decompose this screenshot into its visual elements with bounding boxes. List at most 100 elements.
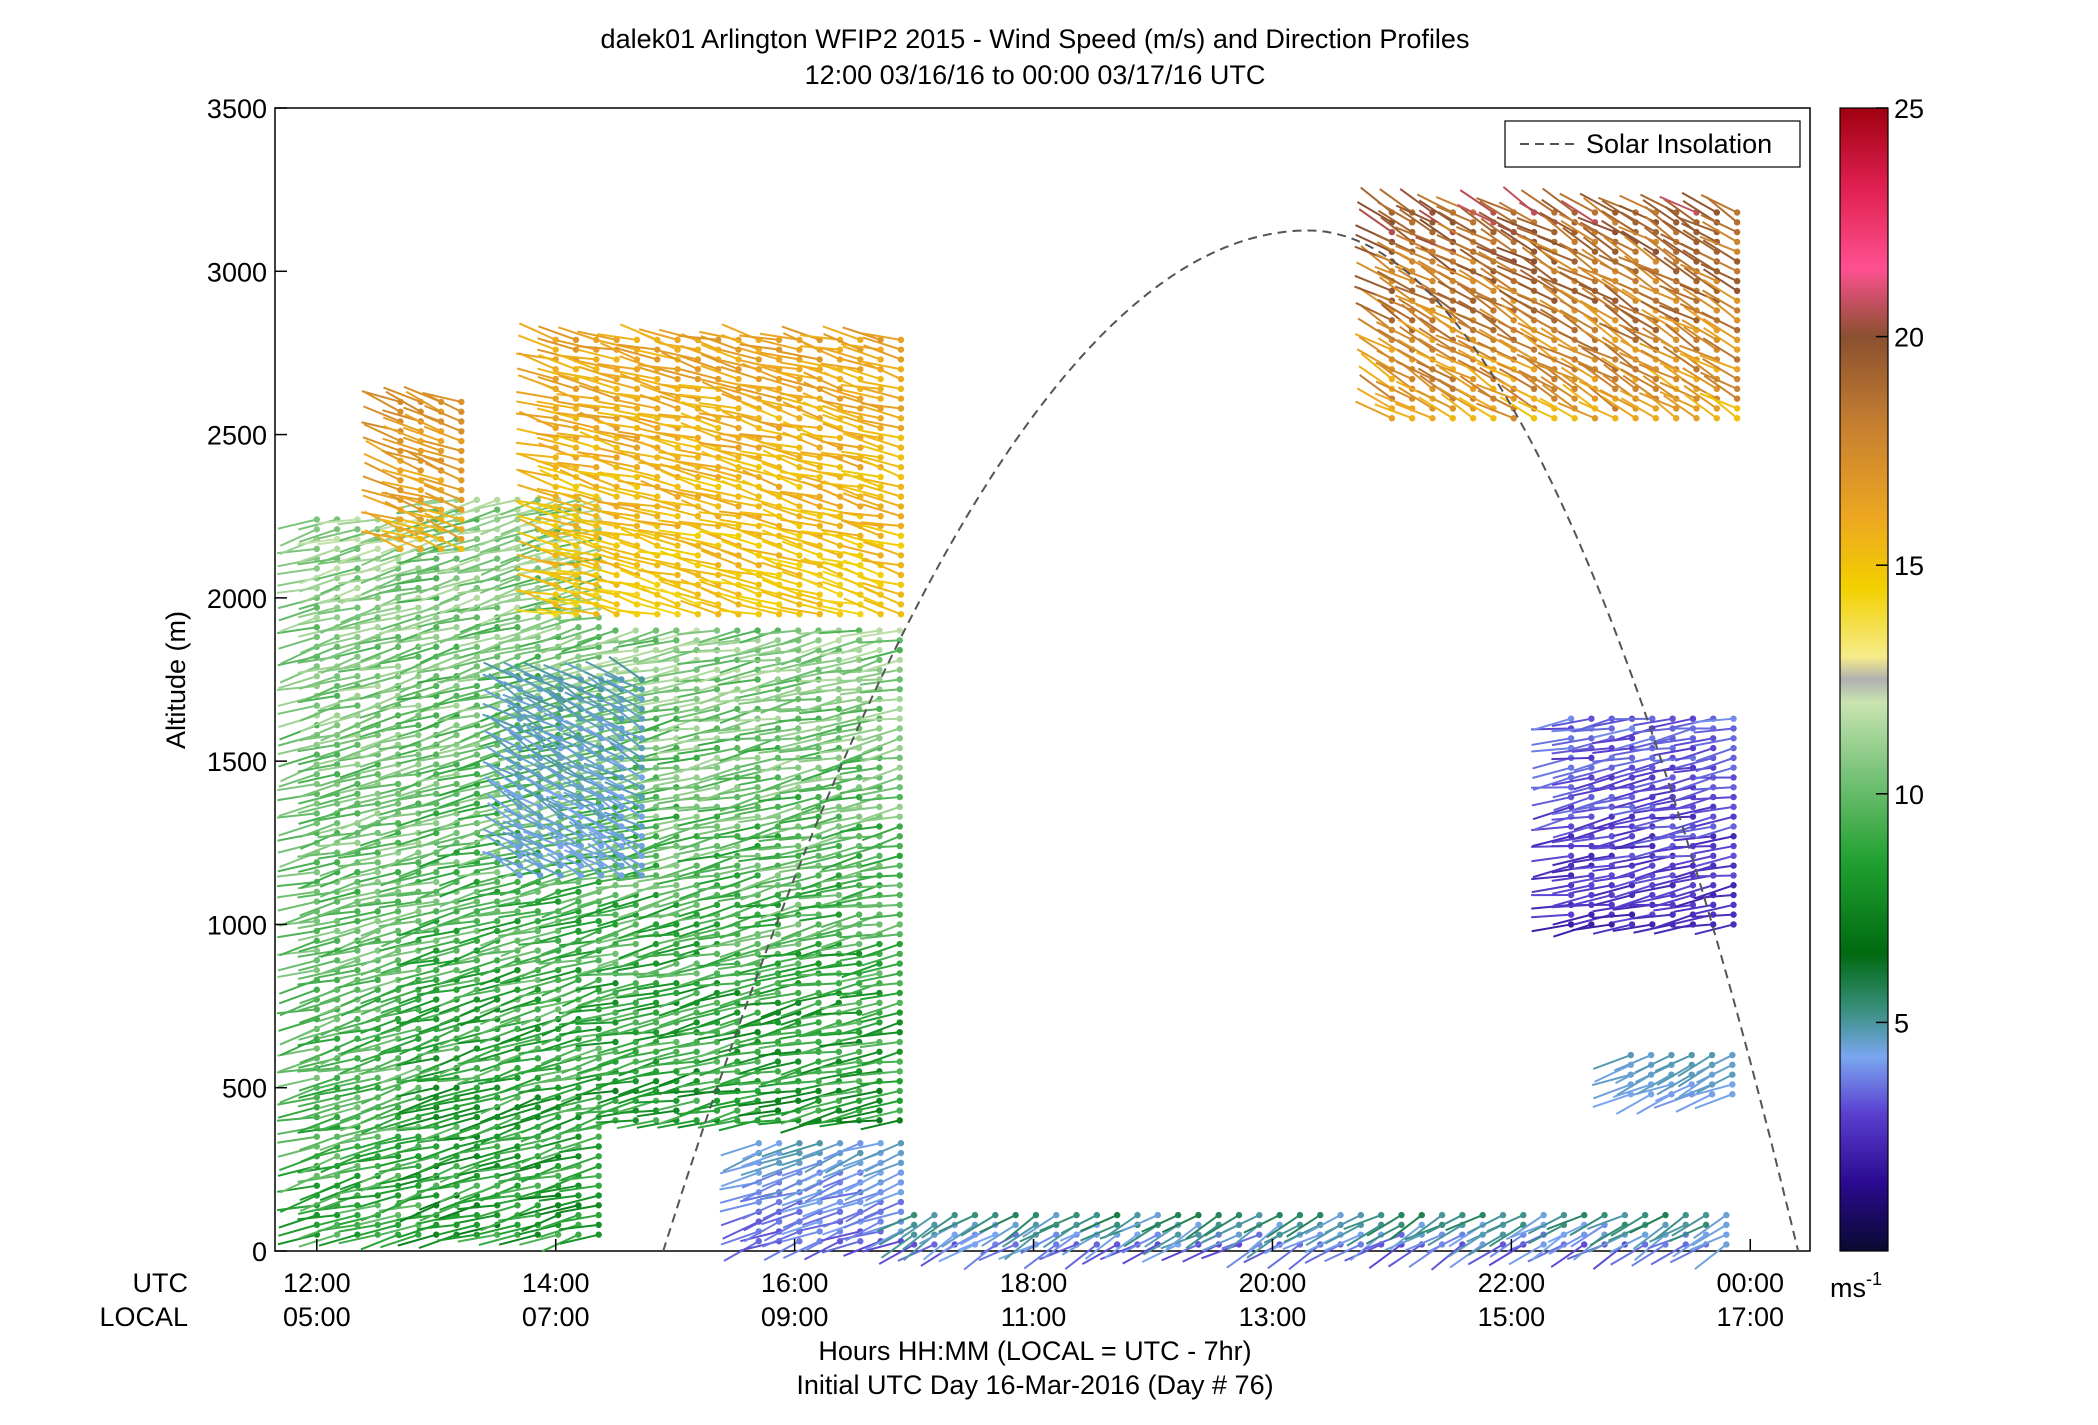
wind-barb-shaft (843, 567, 882, 586)
wind-barb-shaft (480, 1067, 518, 1086)
wind-barb-point (896, 715, 903, 722)
wind-barb-shaft (319, 743, 358, 759)
wind-barb-point (453, 1045, 460, 1052)
wind-barb-point (354, 584, 361, 592)
wind-barb-point (534, 1211, 542, 1219)
wind-barb-shaft (338, 802, 378, 811)
wind-barb-point (493, 957, 501, 964)
wind-barb-shaft (479, 724, 518, 740)
wind-barb-shaft (518, 998, 559, 1008)
wind-barb-point (514, 908, 521, 915)
wind-barb-point (433, 575, 440, 582)
wind-barb-point (896, 803, 903, 811)
wind-barb-point (877, 375, 884, 383)
wind-barb-point (593, 513, 600, 520)
wind-barb-point (835, 803, 843, 811)
wind-barb-point (354, 839, 361, 846)
wind-barb-point (516, 872, 524, 879)
wind-barb-point (774, 774, 782, 781)
wind-barb-shaft (419, 1028, 457, 1047)
chart-subtitle: 12:00 03/16/16 to 00:00 03/17/16 UTC (805, 60, 1266, 90)
wind-barb-shaft (500, 1076, 539, 1094)
wind-barb-shaft (360, 626, 399, 643)
wind-barb-shaft (418, 1125, 457, 1143)
wind-barb-shaft (338, 1233, 378, 1245)
wind-barb-shaft (520, 498, 559, 516)
wind-barb-point (458, 408, 465, 415)
wind-barb-point (673, 637, 680, 644)
wind-barb-point (652, 627, 660, 634)
wind-barb-point (313, 771, 321, 778)
wind-barb-point (473, 594, 481, 602)
wind-barb-point (896, 891, 903, 899)
wind-barb-point (554, 976, 562, 984)
wind-barb-shaft (416, 1076, 457, 1083)
wind-barb-point (333, 761, 341, 768)
wind-barb-point (595, 1172, 602, 1180)
wind-barb-point (313, 1074, 321, 1082)
wind-barb-point (453, 1025, 460, 1033)
wind-barb-point (633, 513, 641, 520)
wind-barb-point (734, 1107, 741, 1114)
wind-barb-shaft (338, 871, 378, 881)
wind-barb-point (693, 695, 700, 703)
wind-barb-point (816, 591, 823, 598)
wind-barb-point (815, 999, 822, 1007)
wind-barb-shaft (300, 1155, 338, 1174)
wind-barb-shaft (538, 1194, 579, 1202)
wind-barb-point (876, 1107, 883, 1114)
wind-barb-point (354, 1084, 361, 1091)
wind-barb-point (333, 614, 341, 621)
wind-barb-shaft (758, 737, 799, 742)
wind-barb-shaft (279, 528, 318, 547)
wind-barb-point (836, 434, 844, 442)
wind-barb-shaft (397, 1027, 437, 1042)
wind-barb-shaft (300, 636, 338, 654)
wind-barb-point (473, 986, 481, 993)
wind-barb-point (433, 771, 440, 778)
wind-barb-point (333, 526, 341, 533)
wind-barb-shaft (500, 988, 539, 1007)
wind-barb-shaft (438, 1116, 478, 1129)
wind-barb-shaft (520, 871, 559, 888)
wind-barb-shaft (277, 1135, 317, 1144)
wind-barb-point (415, 908, 422, 915)
wind-barb-shaft (277, 900, 318, 912)
wind-barb-point (473, 1211, 481, 1219)
wind-barb-shaft (276, 871, 317, 878)
wind-barb-point (896, 774, 903, 781)
wind-barb-point (473, 702, 481, 709)
wind-barb-point (394, 604, 402, 611)
wind-barb-point (754, 940, 761, 948)
wind-barb-point (633, 473, 641, 481)
wind-barb-shaft (717, 776, 758, 780)
wind-barb-shaft (458, 1165, 498, 1177)
wind-barb-shaft (419, 577, 457, 595)
wind-barb-shaft (819, 1011, 860, 1016)
wind-barb-point (394, 594, 402, 602)
wind-barb-shaft (437, 929, 478, 941)
wind-barb-shaft (297, 1037, 338, 1047)
wind-barb-point (473, 888, 481, 895)
wind-barb-point (313, 1172, 321, 1180)
wind-barb-point (354, 1221, 361, 1229)
wind-barb-shaft (478, 685, 518, 698)
wind-barb-shaft (278, 1018, 318, 1032)
wind-barb-shaft (358, 665, 399, 672)
wind-barb-point (354, 868, 361, 876)
wind-barb-shaft (478, 1204, 518, 1218)
wind-barb-point (473, 800, 481, 807)
wind-barb-point (654, 493, 661, 500)
wind-barb-shaft (519, 1096, 559, 1109)
wind-barb-point (775, 483, 783, 491)
wind-barb-point (693, 774, 700, 781)
wind-barb-point (493, 555, 501, 562)
wind-barb-point (632, 627, 639, 634)
wind-barb-shaft (399, 1184, 437, 1204)
wind-barb-point (394, 780, 402, 788)
wind-barb-shaft (338, 890, 378, 901)
wind-barb-shaft (277, 518, 318, 530)
wind-barb-point (815, 1087, 822, 1095)
wind-barb-point (394, 868, 402, 876)
wind-barb-point (415, 584, 422, 592)
